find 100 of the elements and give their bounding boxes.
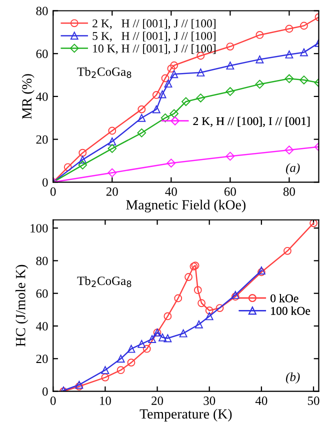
x-tick-label: 0 bbox=[50, 396, 56, 405]
point bbox=[116, 366, 125, 374]
point bbox=[101, 366, 110, 374]
annotation: (a) bbox=[286, 163, 300, 175]
x-tick-label: 60 bbox=[224, 187, 236, 196]
y-tick-label: 100 bbox=[30, 224, 48, 233]
x-axis-title: Magnetic Field (kOe) bbox=[126, 200, 246, 212]
point bbox=[255, 80, 264, 89]
point bbox=[174, 294, 182, 302]
point bbox=[256, 31, 264, 39]
point bbox=[285, 50, 294, 58]
point bbox=[257, 268, 266, 276]
point bbox=[170, 61, 178, 70]
point bbox=[205, 312, 214, 320]
point bbox=[108, 126, 116, 135]
x-tick-label: 20 bbox=[106, 187, 118, 196]
x-tick-label: 40 bbox=[165, 187, 177, 196]
point bbox=[182, 97, 190, 106]
point bbox=[216, 304, 224, 312]
point bbox=[78, 148, 87, 157]
point bbox=[108, 138, 116, 146]
y-axis-title: HC (J/mole K) bbox=[16, 264, 28, 346]
point bbox=[152, 105, 160, 114]
point bbox=[300, 76, 308, 84]
annotation: Tb$_{2}$CoGa$_{8}$ bbox=[77, 67, 132, 78]
point bbox=[167, 64, 176, 73]
y-tick-label: 40 bbox=[36, 92, 48, 101]
x-tick-label: 0 bbox=[50, 187, 56, 196]
legend-label: 5 K, H // [001], J // [100] bbox=[92, 32, 216, 42]
point bbox=[127, 358, 136, 367]
point bbox=[164, 312, 172, 320]
point bbox=[64, 163, 72, 172]
x-tick-label: 50 bbox=[308, 396, 320, 405]
point bbox=[194, 320, 203, 328]
point bbox=[310, 220, 318, 228]
point bbox=[160, 113, 170, 122]
x-tick-label: 30 bbox=[204, 396, 216, 405]
point bbox=[226, 152, 235, 161]
point bbox=[166, 158, 176, 168]
point bbox=[226, 42, 234, 50]
point bbox=[137, 128, 146, 138]
point bbox=[78, 160, 88, 170]
x-tick-label: 20 bbox=[152, 396, 164, 405]
point bbox=[138, 105, 146, 114]
y-tick-label: 40 bbox=[36, 322, 48, 330]
point bbox=[198, 299, 206, 308]
point bbox=[127, 344, 136, 353]
point bbox=[108, 144, 117, 153]
point bbox=[184, 273, 192, 281]
y-tick-label: 20 bbox=[36, 135, 48, 144]
point bbox=[194, 286, 202, 294]
point bbox=[300, 48, 308, 56]
x-axis-title: Temperature (K) bbox=[140, 408, 232, 422]
point bbox=[231, 292, 240, 301]
y-tick-label: 60 bbox=[36, 50, 48, 58]
point bbox=[152, 91, 160, 99]
point bbox=[285, 24, 294, 33]
legend-label: 0 kOe bbox=[270, 294, 298, 302]
legend-label: 2 K, H // [100], I // [001] bbox=[193, 116, 310, 127]
x-tick-label: 80 bbox=[283, 187, 295, 196]
point bbox=[158, 90, 166, 98]
point bbox=[101, 373, 110, 382]
point bbox=[226, 87, 235, 96]
point bbox=[284, 246, 292, 255]
y-tick-label: 0 bbox=[42, 178, 48, 187]
point bbox=[158, 333, 166, 342]
point bbox=[284, 146, 294, 154]
point bbox=[108, 168, 117, 178]
legend-label: 10 K, H // [001], J // [100] bbox=[93, 44, 216, 54]
legend-label: 100 kOe bbox=[271, 306, 310, 315]
x-tick-label: 40 bbox=[255, 396, 268, 405]
point bbox=[205, 306, 214, 314]
point bbox=[170, 70, 178, 78]
y-tick-label: 80 bbox=[36, 6, 48, 16]
point bbox=[78, 156, 87, 164]
y-tick-label: 80 bbox=[36, 256, 48, 266]
point bbox=[300, 22, 308, 30]
annotation: (b) bbox=[286, 372, 300, 384]
point bbox=[179, 329, 188, 338]
y-axis-title: MR (%) bbox=[22, 74, 34, 120]
point bbox=[161, 74, 170, 82]
point bbox=[148, 335, 156, 344]
x-tick-label: 10 bbox=[100, 396, 111, 405]
point bbox=[256, 55, 264, 64]
point bbox=[196, 94, 206, 102]
point bbox=[116, 354, 125, 363]
annotation: Tb$_{2}$CoGa$_{8}$ bbox=[77, 276, 132, 288]
point bbox=[138, 114, 146, 122]
point bbox=[164, 80, 172, 88]
y-tick-label: 0 bbox=[42, 387, 48, 396]
y-tick-label: 20 bbox=[36, 354, 48, 364]
point bbox=[284, 74, 294, 84]
point bbox=[170, 109, 179, 118]
point bbox=[164, 334, 172, 342]
point bbox=[196, 68, 205, 76]
point bbox=[138, 340, 146, 348]
point bbox=[226, 62, 234, 70]
point bbox=[142, 344, 151, 353]
legend-label: 2 K, H // [001], J // [100] bbox=[92, 19, 216, 30]
y-tick-label: 60 bbox=[36, 289, 48, 298]
